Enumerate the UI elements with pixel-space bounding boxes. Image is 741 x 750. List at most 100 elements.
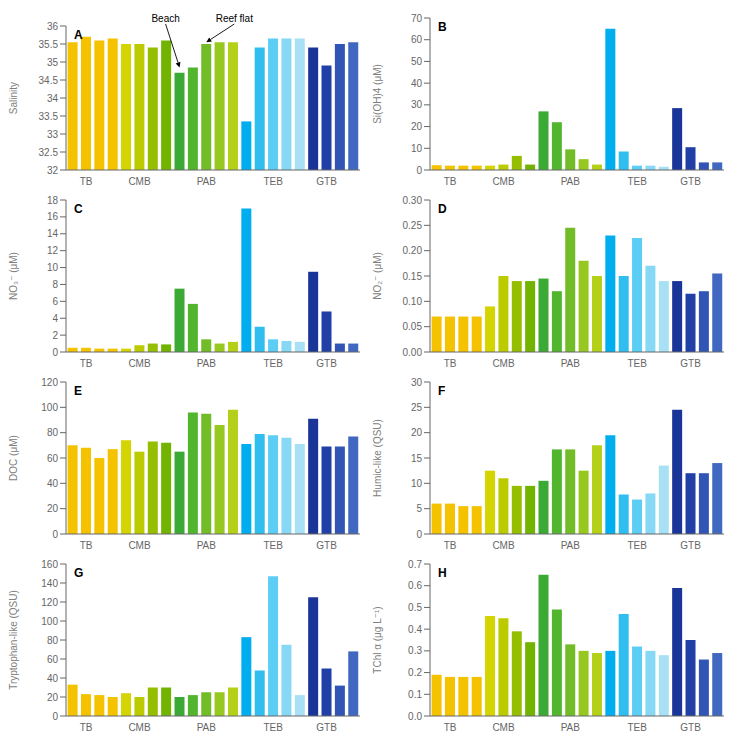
svg-text:32.5: 32.5 — [39, 147, 59, 158]
svg-text:6: 6 — [52, 296, 58, 307]
svg-text:TEB: TEB — [627, 540, 647, 551]
svg-text:0.4: 0.4 — [408, 624, 422, 635]
svg-text:CMB: CMB — [128, 722, 151, 733]
svg-text:10: 10 — [411, 143, 423, 154]
svg-text:CMB: CMB — [128, 540, 151, 551]
svg-text:TEB: TEB — [263, 176, 283, 187]
svg-text:0: 0 — [416, 529, 422, 540]
svg-text:0.25: 0.25 — [403, 220, 423, 231]
svg-text:10: 10 — [47, 262, 59, 273]
svg-text:CMB: CMB — [492, 176, 515, 187]
svg-text:100: 100 — [41, 616, 58, 627]
svg-text:30: 30 — [411, 377, 423, 388]
svg-text:0.1: 0.1 — [408, 689, 422, 700]
svg-text:0: 0 — [52, 529, 58, 540]
svg-text:0.7: 0.7 — [408, 559, 422, 570]
svg-text:0.10: 0.10 — [403, 296, 423, 307]
svg-text:TB: TB — [80, 176, 93, 187]
svg-text:16: 16 — [47, 211, 59, 222]
svg-text:80: 80 — [47, 635, 59, 646]
svg-text:40: 40 — [47, 673, 59, 684]
svg-text:0: 0 — [52, 711, 58, 722]
svg-text:40: 40 — [47, 478, 59, 489]
svg-text:TB: TB — [444, 722, 457, 733]
svg-text:PAB: PAB — [197, 358, 217, 369]
svg-text:TEB: TEB — [263, 358, 283, 369]
svg-text:Tryptophan-like (QSU): Tryptophan-like (QSU) — [8, 590, 19, 690]
svg-text:80: 80 — [47, 427, 59, 438]
svg-text:33: 33 — [47, 129, 59, 140]
svg-text:CMB: CMB — [128, 358, 151, 369]
svg-text:50: 50 — [411, 56, 423, 67]
svg-text:10: 10 — [411, 478, 423, 489]
svg-text:25: 25 — [411, 402, 423, 413]
svg-text:30: 30 — [411, 99, 423, 110]
svg-text:20: 20 — [47, 503, 59, 514]
svg-text:0: 0 — [416, 165, 422, 176]
svg-text:20: 20 — [411, 427, 423, 438]
svg-text:GTB: GTB — [680, 358, 701, 369]
svg-text:PAB: PAB — [561, 540, 581, 551]
svg-text:TB: TB — [80, 722, 93, 733]
svg-text:GTB: GTB — [316, 540, 337, 551]
svg-text:Reef flat: Reef flat — [216, 13, 253, 24]
svg-text:0.15: 0.15 — [403, 271, 423, 282]
svg-text:34: 34 — [47, 93, 59, 104]
svg-text:0.0: 0.0 — [408, 711, 422, 722]
svg-text:Salinity: Salinity — [8, 82, 19, 114]
svg-text:TEB: TEB — [627, 358, 647, 369]
svg-text:TB: TB — [80, 540, 93, 551]
svg-text:TB: TB — [80, 358, 93, 369]
svg-text:0: 0 — [52, 347, 58, 358]
svg-text:CMB: CMB — [128, 176, 151, 187]
svg-text:120: 120 — [41, 377, 58, 388]
svg-text:GTB: GTB — [680, 722, 701, 733]
svg-text:NO₂⁻ (μM): NO₂⁻ (μM) — [372, 252, 383, 300]
svg-text:18: 18 — [47, 195, 59, 206]
svg-text:2: 2 — [52, 330, 58, 341]
svg-text:PAB: PAB — [561, 722, 581, 733]
svg-text:140: 140 — [41, 578, 58, 589]
svg-text:CMB: CMB — [492, 722, 515, 733]
svg-text:8: 8 — [52, 279, 58, 290]
svg-text:0.30: 0.30 — [403, 195, 423, 206]
svg-text:PAB: PAB — [197, 176, 217, 187]
svg-text:0.3: 0.3 — [408, 645, 422, 656]
svg-text:GTB: GTB — [316, 176, 337, 187]
svg-text:35.5: 35.5 — [39, 39, 59, 50]
svg-text:Beach: Beach — [151, 13, 179, 24]
svg-text:60: 60 — [47, 654, 59, 665]
svg-text:0.6: 0.6 — [408, 580, 422, 591]
svg-text:CMB: CMB — [492, 540, 515, 551]
svg-text:PAB: PAB — [561, 358, 581, 369]
svg-text:TEB: TEB — [263, 722, 283, 733]
svg-text:15: 15 — [411, 453, 423, 464]
svg-text:TB: TB — [444, 540, 457, 551]
svg-text:5: 5 — [416, 503, 422, 514]
svg-text:20: 20 — [411, 121, 423, 132]
svg-text:35: 35 — [47, 57, 59, 68]
svg-text:0.00: 0.00 — [403, 347, 423, 358]
svg-text:PAB: PAB — [561, 176, 581, 187]
svg-text:0.5: 0.5 — [408, 602, 422, 613]
svg-text:GTB: GTB — [316, 358, 337, 369]
svg-text:CMB: CMB — [492, 358, 515, 369]
svg-text:100: 100 — [41, 402, 58, 413]
svg-text:0.2: 0.2 — [408, 667, 422, 678]
svg-text:70: 70 — [411, 13, 423, 24]
svg-text:14: 14 — [47, 228, 59, 239]
svg-text:120: 120 — [41, 597, 58, 608]
svg-text:DOC (μM): DOC (μM) — [8, 435, 19, 481]
svg-text:0.05: 0.05 — [403, 321, 423, 332]
svg-text:20: 20 — [47, 692, 59, 703]
svg-text:34.5: 34.5 — [39, 75, 59, 86]
svg-text:32: 32 — [47, 165, 59, 176]
svg-text:33.5: 33.5 — [39, 111, 59, 122]
svg-text:TB: TB — [444, 176, 457, 187]
svg-text:Humic-like (QSU): Humic-like (QSU) — [372, 419, 383, 497]
svg-text:GTB: GTB — [680, 540, 701, 551]
svg-text:PAB: PAB — [197, 540, 217, 551]
svg-text:0.20: 0.20 — [403, 245, 423, 256]
svg-text:TEB: TEB — [263, 540, 283, 551]
svg-text:12: 12 — [47, 245, 59, 256]
